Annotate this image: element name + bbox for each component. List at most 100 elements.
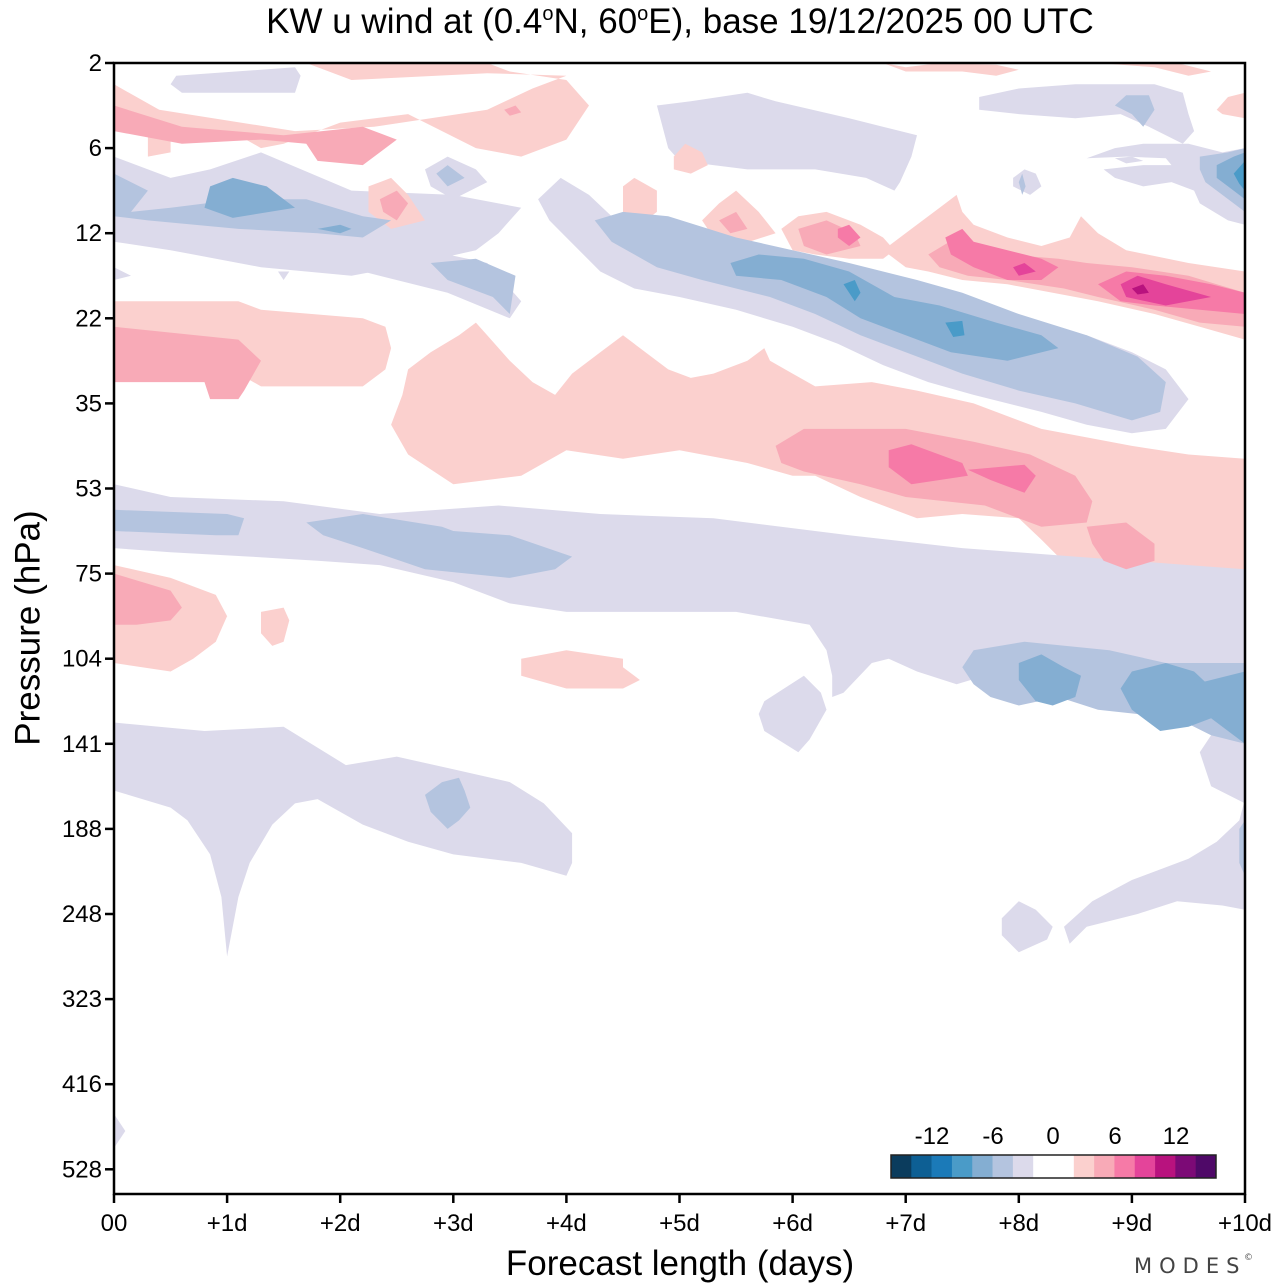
easterly-contour-1 xyxy=(238,228,522,319)
easterly-contour-1 xyxy=(114,484,1245,804)
y-axis-title: Pressure (hPa) xyxy=(8,510,47,745)
easterly-contour-2 xyxy=(114,509,245,536)
easterly-contour-1 xyxy=(1001,901,1053,953)
y-tick-label: 22 xyxy=(75,305,102,332)
x-tick-label: +9d xyxy=(1112,1210,1153,1237)
colorbar-swatch xyxy=(1094,1155,1115,1178)
colorbar-label: 0 xyxy=(1046,1123,1059,1150)
colorbar-label: 12 xyxy=(1163,1123,1190,1150)
colorbar-label: -6 xyxy=(982,1123,1003,1150)
y-tick-label: 188 xyxy=(62,816,102,843)
westerly-contour-2 xyxy=(719,211,748,234)
easterly-contour-1 xyxy=(1013,169,1042,195)
easterly-contour-2 xyxy=(306,514,573,578)
easterly-contour-3 xyxy=(1216,152,1245,200)
easterly-contour-1 xyxy=(170,67,301,93)
colorbar-legend: -12 -6 0 6 12 xyxy=(890,1123,1217,1179)
easterly-contour-1 xyxy=(114,1114,126,1148)
westerly-contour-4 xyxy=(1120,275,1212,306)
y-tick-label: 323 xyxy=(62,986,102,1013)
x-tick-label: +7d xyxy=(885,1210,926,1237)
westerly-contour-4 xyxy=(1013,263,1036,276)
westerly-contour-2 xyxy=(114,573,182,625)
easterly-contour-2 xyxy=(430,258,516,314)
colorbar-swatch xyxy=(1033,1155,1075,1178)
westerly-contour-1 xyxy=(261,607,290,646)
colorbar-swatch xyxy=(972,1155,993,1178)
plot-frame xyxy=(112,61,1247,1196)
westerly-contour-2 xyxy=(1086,522,1155,570)
y-tick-label: 528 xyxy=(62,1156,102,1183)
easterly-contour-3 xyxy=(204,177,295,218)
y-tick-label: 248 xyxy=(62,901,102,928)
colorbar-label: 6 xyxy=(1108,1123,1121,1150)
westerly-contour-1 xyxy=(1216,92,1245,119)
colorbar-swatch xyxy=(951,1155,973,1178)
westerly-contour-2 xyxy=(114,105,397,166)
easterly-contour-1 xyxy=(114,722,573,957)
x-tick-label: +5d xyxy=(659,1210,700,1237)
westerly-contour-3 xyxy=(837,224,861,246)
y-tick-label: 104 xyxy=(62,646,102,673)
x-tick-label: +3d xyxy=(433,1210,474,1237)
colorbar-swatch xyxy=(1134,1155,1156,1178)
easterly-contour-3 xyxy=(317,224,352,234)
colorbar-swatch xyxy=(891,1155,912,1178)
colorbar-swatch xyxy=(1012,1155,1034,1178)
westerly-contour-3 xyxy=(945,228,1059,280)
copyright-mark: © xyxy=(1244,1253,1253,1263)
easterly-contour-3 xyxy=(1194,671,1245,744)
x-axis-title: Forecast length (days) xyxy=(506,1244,854,1283)
y-tick-label: 416 xyxy=(62,1071,102,1098)
colorbar-label: -12 xyxy=(915,1123,950,1150)
colorbar-swatch xyxy=(992,1155,1014,1178)
westerly-contour-5 xyxy=(1131,284,1149,295)
westerly-contour-1 xyxy=(521,650,640,689)
easterly-contour-1 xyxy=(758,675,827,753)
easterly-contour-3 xyxy=(730,254,1059,361)
y-tick-label: 53 xyxy=(75,476,102,503)
easterly-contour-1 xyxy=(1114,156,1144,164)
westerly-contour-1 xyxy=(623,177,657,221)
x-tick-label: +4d xyxy=(546,1210,587,1237)
westerly-contour-1 xyxy=(883,63,1019,76)
easterly-contour-4 xyxy=(843,280,861,302)
colorbar-swatch xyxy=(911,1155,932,1178)
westerly-contour-3 xyxy=(967,464,1036,493)
colorbar-swatch xyxy=(1155,1155,1176,1178)
y-tick-label: 141 xyxy=(62,731,102,758)
x-tick-label: 00 xyxy=(101,1210,128,1237)
easterly-contour-2 xyxy=(1239,820,1245,876)
x-tick-label: +1d xyxy=(207,1210,248,1237)
westerly-contour-1 xyxy=(673,143,708,174)
x-tick-label: +8d xyxy=(998,1210,1039,1237)
colorbar-swatch xyxy=(931,1155,953,1178)
modes-brand-logo: MODES xyxy=(1134,1254,1246,1278)
colorbar-swatch xyxy=(1114,1155,1136,1178)
colorbar-swatch xyxy=(1175,1155,1196,1178)
easterly-contour-4 xyxy=(1233,160,1245,191)
y-tick-label: 6 xyxy=(89,135,102,162)
x-axis: 00 +1d +2d +3d +4d +5d +6d +7d +8d +9d +10d xyxy=(101,1194,1272,1237)
contour-layer xyxy=(114,63,1245,1148)
westerly-contour-2 xyxy=(379,190,409,221)
x-tick-label: +2d xyxy=(320,1210,361,1237)
easterly-contour-1 xyxy=(1064,799,1245,944)
y-tick-label: 2 xyxy=(89,50,102,77)
colorbar-frame xyxy=(890,1154,1217,1179)
easterly-contour-1 xyxy=(278,271,290,280)
westerly-contour-2 xyxy=(114,326,261,400)
easterly-contour-3 xyxy=(1120,663,1217,731)
colorbar-swatch xyxy=(1195,1155,1217,1178)
y-tick-label: 12 xyxy=(75,220,102,247)
easterly-contour-1 xyxy=(656,92,917,191)
westerly-contour-3 xyxy=(888,444,968,485)
easterly-contour-2 xyxy=(1114,95,1155,127)
easterly-contour-2 xyxy=(425,777,471,829)
easterly-contour-4 xyxy=(945,320,965,337)
easterly-contour-3 xyxy=(1018,654,1081,706)
y-tick-label: 35 xyxy=(75,390,102,417)
colorbar-swatch xyxy=(1073,1155,1095,1178)
easterly-contour-2 xyxy=(436,165,465,187)
